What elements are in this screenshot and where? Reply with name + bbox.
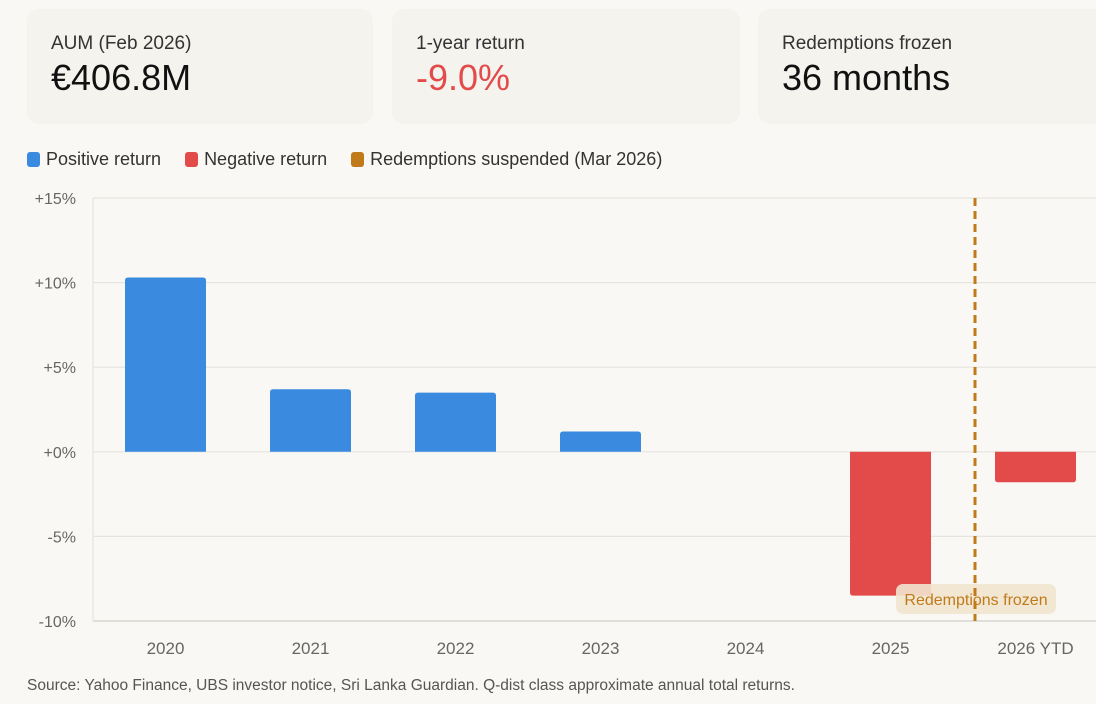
bar-2021	[270, 389, 351, 452]
y-tick-label: -5%	[48, 529, 76, 546]
y-tick-label: +15%	[35, 191, 76, 208]
legend-label: Positive return	[46, 149, 162, 169]
card-label: Redemptions frozen	[782, 33, 953, 54]
card-value: 36 months	[782, 57, 951, 98]
annotation-label: Redemptions frozen	[904, 592, 1047, 609]
bar-2022	[415, 392, 496, 452]
legend-label: Negative return	[204, 149, 328, 169]
x-tick-label: 2020	[147, 639, 185, 658]
x-tick-label: 2023	[582, 639, 620, 658]
bar-2020	[125, 277, 206, 452]
x-tick-label: 2024	[727, 639, 765, 658]
legend-swatch	[27, 152, 40, 167]
bar-2026-ytd	[995, 451, 1076, 483]
annotation-box	[896, 584, 1056, 614]
y-tick-label: +10%	[35, 276, 76, 293]
legend-suspended: Redemptions suspended (Mar 2026)	[351, 149, 662, 170]
chart-legend: Positive return Negative return Redempti…	[27, 149, 662, 170]
source-note: Source: Yahoo Finance, UBS investor noti…	[27, 677, 795, 694]
card-value: -9.0%	[416, 57, 511, 98]
x-tick-label: 2026 YTD	[997, 639, 1073, 658]
return-card: 1-year return -9.0%	[392, 9, 740, 124]
legend-swatch	[185, 152, 199, 167]
card-value: €406.8M	[51, 57, 192, 98]
bar-2023	[560, 431, 641, 452]
y-tick-label: -10%	[39, 614, 76, 631]
aum-card: AUM (Feb 2026) €406.8M	[27, 9, 373, 124]
y-tick-label: +0%	[44, 445, 76, 462]
legend-positive: Positive return	[27, 149, 161, 170]
legend-label: Redemptions suspended (Mar 2026)	[370, 149, 663, 169]
card-label: 1-year return	[416, 33, 525, 54]
card-label: AUM (Feb 2026)	[51, 33, 192, 54]
x-tick-label: 2021	[292, 639, 330, 658]
x-tick-label: 2025	[872, 639, 910, 658]
legend-swatch	[351, 152, 365, 167]
redemptions-card: Redemptions frozen 36 months	[758, 9, 1096, 124]
bar-2025	[850, 451, 931, 596]
x-tick-label: 2022	[437, 639, 475, 658]
legend-negative: Negative return	[185, 149, 327, 170]
y-tick-label: +5%	[44, 360, 76, 377]
